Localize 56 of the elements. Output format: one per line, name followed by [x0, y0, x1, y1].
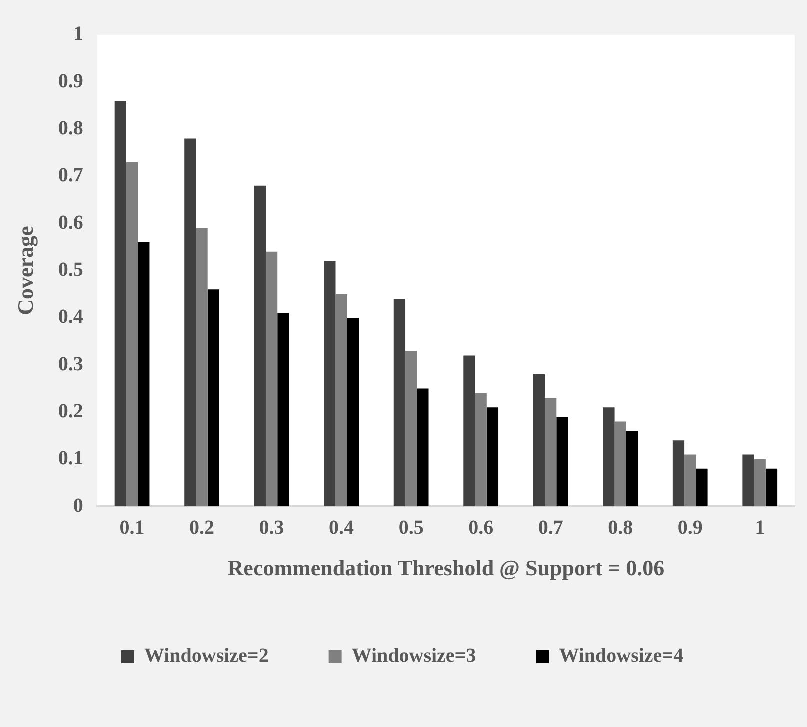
- bar: [138, 242, 150, 507]
- bar: [486, 408, 499, 507]
- x-tick-label: 0.4: [329, 516, 354, 539]
- bar: [742, 454, 754, 507]
- bar: [278, 313, 290, 507]
- x-tick-label: 0.2: [190, 516, 215, 539]
- bar: [533, 374, 546, 507]
- bar: [336, 294, 348, 507]
- x-tick-label: 1: [755, 516, 766, 539]
- x-tick-label: 0.7: [538, 516, 564, 539]
- bar: [394, 299, 406, 507]
- bar: [603, 408, 615, 507]
- bar: [254, 186, 266, 507]
- bar: [464, 356, 476, 507]
- bar: [324, 261, 336, 507]
- y-tick-label: 0.6: [58, 212, 84, 234]
- bar: [114, 101, 126, 507]
- x-tick-label: 0.6: [468, 516, 494, 539]
- bar: [196, 228, 208, 507]
- x-tick-label: 0.9: [678, 516, 703, 539]
- bar: [754, 459, 766, 507]
- y-tick-label: 0.4: [58, 306, 84, 328]
- legend-label: Windowsize=3: [352, 645, 476, 668]
- bar: [684, 454, 696, 507]
- y-axis-title: Coverage: [12, 226, 38, 316]
- bar: [417, 388, 429, 507]
- legend-label: Windowsize=4: [559, 645, 684, 668]
- bar: [672, 440, 685, 507]
- y-tick-label: 0.5: [58, 258, 84, 281]
- bar: [556, 416, 568, 507]
- bar: [208, 290, 220, 507]
- y-tick-label: 0.1: [58, 448, 84, 470]
- bar: [766, 468, 778, 507]
- x-tick-label: 0.3: [259, 516, 284, 539]
- y-tick-label: 0.7: [58, 164, 84, 187]
- y-tick-label: 0.3: [58, 353, 84, 376]
- bar: [545, 398, 557, 507]
- x-axis-title: Recommendation Threshold @ Support = 0.06: [228, 555, 665, 580]
- bar: [475, 393, 487, 507]
- bar: [406, 350, 418, 507]
- y-tick-label: 0.8: [58, 117, 84, 140]
- y-tick-label: 0.9: [58, 70, 84, 92]
- bar: [266, 252, 278, 507]
- x-tick-label: 0.8: [608, 516, 634, 539]
- y-tick-label: 1: [73, 23, 84, 46]
- x-tick-label: 0.5: [398, 516, 424, 539]
- bar: [696, 468, 708, 507]
- bar: [614, 422, 626, 507]
- x-tick-label: 0.1: [120, 516, 145, 539]
- bar: [347, 318, 359, 507]
- bar: [126, 162, 138, 507]
- legend-label: Windowsize=2: [144, 645, 269, 668]
- y-tick-label: 0: [73, 494, 84, 517]
- bar: [184, 138, 196, 507]
- bar: [626, 431, 638, 507]
- y-tick-label: 0.2: [58, 400, 84, 422]
